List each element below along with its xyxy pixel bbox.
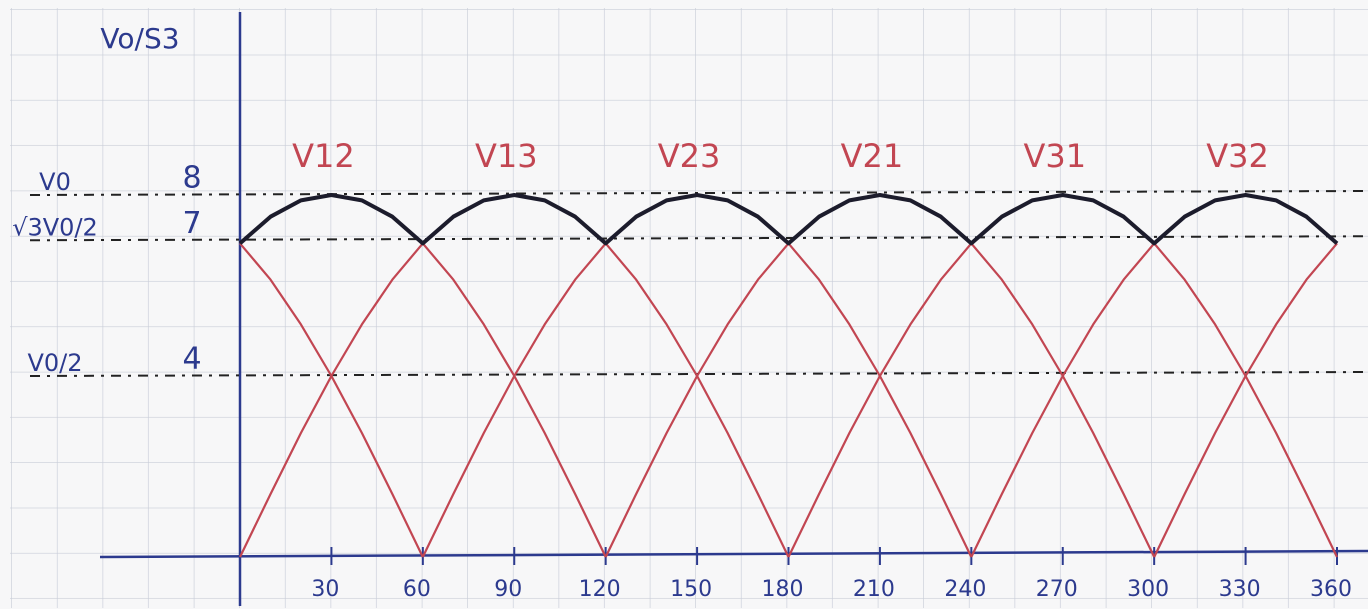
- x-tick-label: 30: [311, 577, 339, 602]
- x-tick-label: 150: [670, 577, 712, 602]
- y-side-label: V0: [39, 168, 71, 196]
- chart: Vo/S3 4 7 8 V0 √3V0/2 V0/2 30 60 90 120 150 180 210 2…: [0, 0, 1368, 609]
- curve-label: V23: [658, 137, 721, 175]
- curve-label: V32: [1206, 137, 1269, 175]
- y-axis-title: Vo/S3: [100, 22, 179, 55]
- y-side-label: √3V0/2: [12, 213, 98, 241]
- y-tick-label: 4: [182, 342, 201, 377]
- x-tick-label: 90: [494, 577, 522, 602]
- y-side-label: V0/2: [27, 349, 82, 377]
- x-tick-label: 180: [762, 577, 804, 602]
- x-tick-label: 210: [853, 577, 895, 602]
- x-tick-label: 270: [1036, 577, 1078, 602]
- x-tick-label: 120: [579, 577, 621, 602]
- x-tick-label: 360: [1310, 577, 1352, 602]
- curve-label: V31: [1023, 137, 1086, 175]
- curve-label: V21: [841, 137, 904, 175]
- x-tick-label: 330: [1219, 577, 1261, 602]
- curve-label: V12: [292, 137, 355, 175]
- curve-label: V13: [475, 137, 538, 175]
- x-tick-label: 300: [1127, 577, 1169, 602]
- x-tick-label: 240: [944, 577, 986, 602]
- y-tick-label: 8: [182, 161, 201, 196]
- y-tick-label: 7: [182, 206, 201, 241]
- graph-grid: [10, 8, 1368, 608]
- x-tick-label: 60: [403, 577, 431, 602]
